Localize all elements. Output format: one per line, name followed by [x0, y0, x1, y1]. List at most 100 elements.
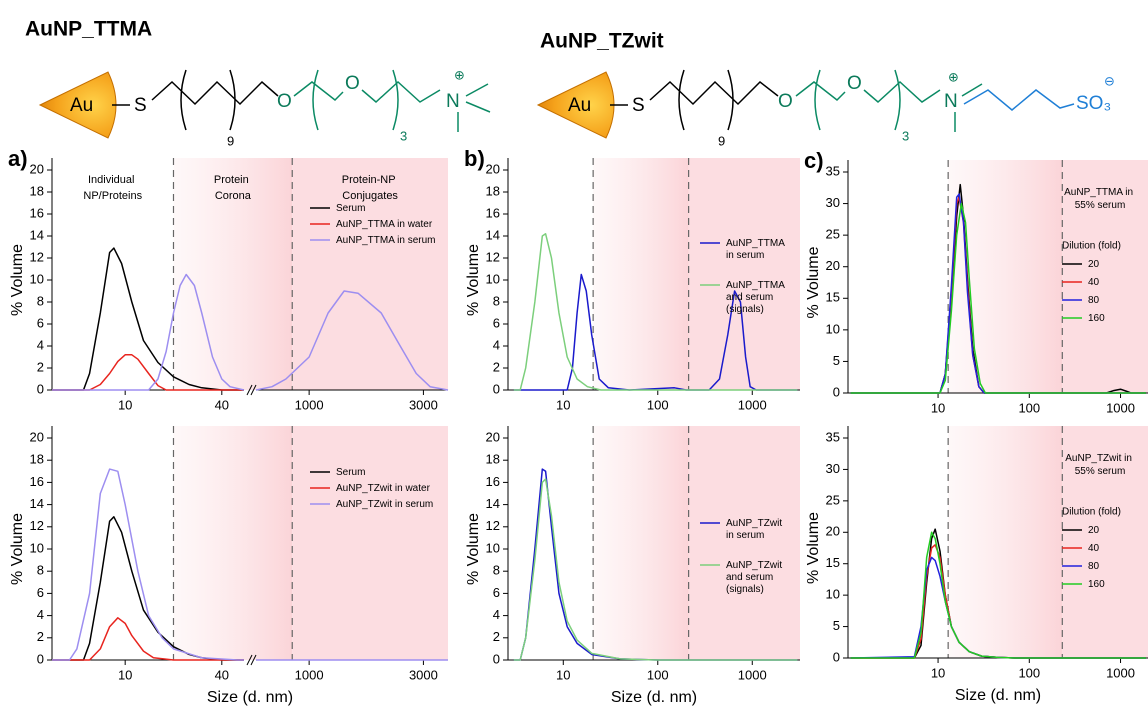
x-axis-label: Size (d. nm) [207, 689, 293, 706]
y-tick-label: 18 [486, 183, 500, 198]
y-axis-label: % Volume [9, 513, 26, 585]
bracket [312, 69, 399, 131]
series-line [52, 617, 244, 661]
x-tick-label: 10 [118, 397, 132, 412]
y-tick-label: 16 [486, 474, 500, 489]
atom-label: O [847, 73, 862, 94]
y-tick-label: 16 [30, 205, 44, 220]
region-shade [593, 426, 689, 660]
y-tick-label: 14 [30, 496, 44, 511]
molecule-ttma: AuNP_TTMA Au S 9 O O 3 N ⊕ [25, 18, 491, 148]
region-shade [688, 426, 800, 660]
y-tick-label: 10 [826, 321, 840, 336]
x-axis-label: Size (d. nm) [955, 687, 1041, 704]
y-tick-label: 30 [826, 461, 840, 476]
legend-label: 20 [1088, 525, 1100, 536]
atom-label: O [277, 91, 292, 112]
region-label: Individual NP/Proteins [83, 174, 142, 202]
x-tick-label: 100 [647, 397, 669, 412]
repeat-label: 3 [400, 128, 407, 143]
y-axis-label: % Volume [805, 246, 822, 318]
legend-label: AuNP_TZwit in serum [726, 518, 785, 541]
repeat-label: 3 [902, 128, 909, 143]
x-tick-label: 10 [556, 667, 570, 682]
axis-break [246, 384, 253, 396]
charge-label: ⊖ [1104, 73, 1115, 88]
x-tick-label: 100 [1018, 400, 1040, 415]
legend-label: AuNP_TZwit and serum (signals) [726, 560, 785, 595]
y-axis-label: % Volume [465, 513, 482, 585]
y-tick-label: 15 [826, 290, 840, 305]
region-shade [292, 158, 448, 390]
x-tick-label: 3000 [409, 397, 438, 412]
y-tick-label: 8 [493, 293, 500, 308]
axis-break [250, 654, 257, 666]
y-tick-label: 6 [493, 585, 500, 600]
region-label: Protein Corona [214, 174, 252, 202]
region-shade [173, 426, 293, 660]
y-tick-label: 0 [833, 384, 840, 399]
legend-subtitle: Dilution (fold) [1062, 241, 1121, 252]
region-shade [593, 158, 689, 390]
y-tick-label: 0 [37, 651, 44, 666]
series-line [52, 354, 244, 391]
x-axis-label: Size (d. nm) [611, 689, 697, 706]
molecule-title: AuNP_TZwit [540, 30, 664, 53]
y-tick-label: 2 [37, 359, 44, 374]
legend-title: AuNP_TTMA in 55% serum [1064, 187, 1136, 211]
region-shade [173, 158, 293, 390]
methyl [961, 83, 983, 97]
y-tick-label: 35 [826, 163, 840, 178]
y-tick-label: 30 [826, 195, 840, 210]
legend-label: AuNP_TZwit in water [336, 483, 431, 494]
series-line [513, 273, 798, 391]
molecule-tzwit: AuNP_TZwit Au S 9 O O 3 N ⊕ SO₃ ⊖ [536, 30, 1115, 148]
alkyl-chain [649, 80, 779, 106]
y-axis-label: % Volume [465, 244, 482, 316]
atom-label: S [134, 95, 147, 116]
region-shade [948, 160, 1063, 393]
x-tick-label: 10 [118, 667, 132, 682]
series-line [52, 247, 244, 391]
y-tick-label: 8 [493, 563, 500, 578]
x-tick-label: 3000 [409, 667, 438, 682]
x-tick-label: 1000 [1106, 400, 1135, 415]
y-tick-label: 6 [493, 315, 500, 330]
repeat-label: 9 [718, 133, 725, 148]
panel-label: a) [8, 146, 28, 171]
atom-label: SO₃ [1076, 93, 1111, 114]
region-shade [948, 426, 1063, 658]
panel-label: b) [464, 146, 485, 171]
x-tick-label: 1000 [1106, 665, 1135, 680]
y-tick-label: 12 [486, 249, 500, 264]
y-tick-label: 35 [826, 429, 840, 444]
legend-label: 80 [1088, 295, 1100, 306]
legend-label: AuNP_TTMA in serum [336, 235, 435, 246]
x-tick-label: 10 [931, 665, 945, 680]
y-tick-label: 25 [826, 492, 840, 507]
y-tick-label: 20 [826, 258, 840, 273]
series-line [52, 468, 448, 661]
x-tick-label: 10 [931, 400, 945, 415]
atom-label: S [632, 95, 645, 116]
y-tick-label: 12 [30, 518, 44, 533]
repeat-label: 9 [227, 133, 234, 148]
legend-label: 160 [1088, 313, 1105, 324]
legend-label: Serum [336, 467, 365, 478]
y-tick-label: 18 [30, 452, 44, 467]
y-tick-label: 12 [486, 518, 500, 533]
y-tick-label: 4 [37, 607, 44, 622]
y-tick-label: 20 [826, 524, 840, 539]
series-line [513, 233, 798, 391]
legend-label: 40 [1088, 543, 1100, 554]
region-shade [1062, 426, 1148, 658]
y-tick-label: 5 [833, 353, 840, 368]
y-tick-label: 10 [486, 540, 500, 555]
legend-label: AuNP_TTMA and serum (signals) [726, 280, 787, 315]
peg-chain [361, 80, 441, 104]
axis-break [246, 654, 253, 666]
atom-label: Au [568, 95, 591, 116]
peg-chain [863, 80, 941, 104]
legend-label: 160 [1088, 579, 1105, 590]
y-tick-label: 6 [37, 585, 44, 600]
